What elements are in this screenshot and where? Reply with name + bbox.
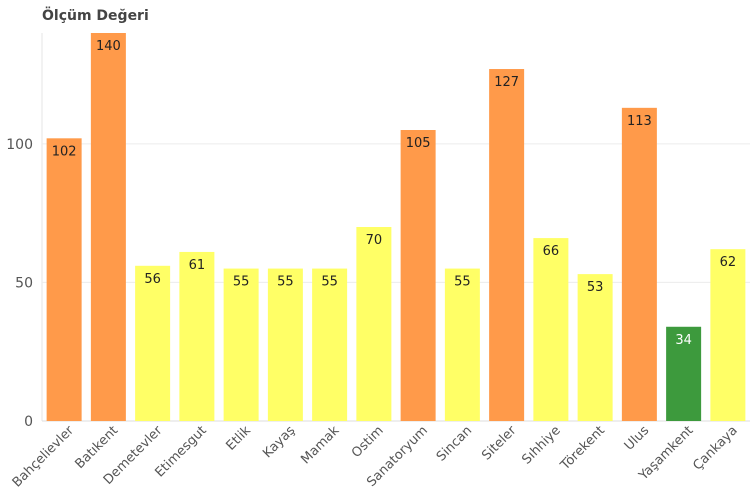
x-tick-label: Sincan — [434, 423, 475, 464]
data-label: 66 — [543, 244, 560, 259]
data-label: 113 — [627, 114, 652, 129]
x-tick-label: Mamak — [298, 423, 342, 467]
bar — [356, 227, 392, 421]
x-tick-label: Törekent — [557, 423, 608, 474]
x-tick-label: Etlik — [223, 423, 254, 454]
bar — [223, 268, 259, 421]
x-tick-label: Siteler — [479, 423, 520, 464]
bar — [46, 138, 82, 422]
y-tick-labels: 0 50 100 — [6, 137, 33, 430]
bar — [135, 265, 171, 421]
bar — [489, 69, 525, 422]
x-tick-label: Kayaş — [260, 423, 298, 461]
y-tick-label: 50 — [15, 275, 33, 291]
x-tick-label: Ulus — [622, 423, 653, 454]
data-label: 127 — [494, 75, 519, 90]
data-label: 53 — [587, 280, 604, 295]
bar — [666, 326, 702, 421]
bar — [400, 130, 436, 421]
data-label: 102 — [52, 144, 77, 159]
x-tick-label: Sıhhiye — [519, 423, 563, 467]
bar — [179, 251, 215, 421]
data-label: 61 — [189, 258, 206, 273]
data-label: 105 — [406, 136, 431, 151]
data-label: 70 — [366, 233, 383, 248]
y-tick-label: 0 — [24, 414, 33, 430]
y-tick-label: 100 — [6, 137, 33, 153]
data-label: 55 — [233, 275, 250, 290]
data-label: 34 — [675, 333, 692, 348]
chart-title: Ölçüm Değeri — [42, 6, 149, 24]
data-label: 62 — [720, 255, 737, 270]
data-label: 56 — [144, 272, 161, 287]
bar — [533, 238, 569, 421]
bar — [577, 274, 613, 421]
x-tick-label: Bahçelievler — [10, 423, 78, 491]
bar — [90, 33, 126, 421]
bar — [710, 249, 746, 421]
data-label: 55 — [277, 275, 294, 290]
data-label: 55 — [321, 275, 338, 290]
bar — [267, 268, 303, 421]
data-label: 55 — [454, 275, 471, 290]
bars: 102 140 56 61 55 55 55 70 105 55 127 66 53 113 34 62 — [46, 33, 746, 422]
x-tick-label: Ostim — [349, 423, 387, 461]
x-tick-label: Çankaya — [690, 423, 740, 473]
bar — [621, 107, 657, 421]
bar — [444, 268, 480, 421]
data-label: 140 — [96, 39, 121, 54]
bar — [312, 268, 348, 421]
